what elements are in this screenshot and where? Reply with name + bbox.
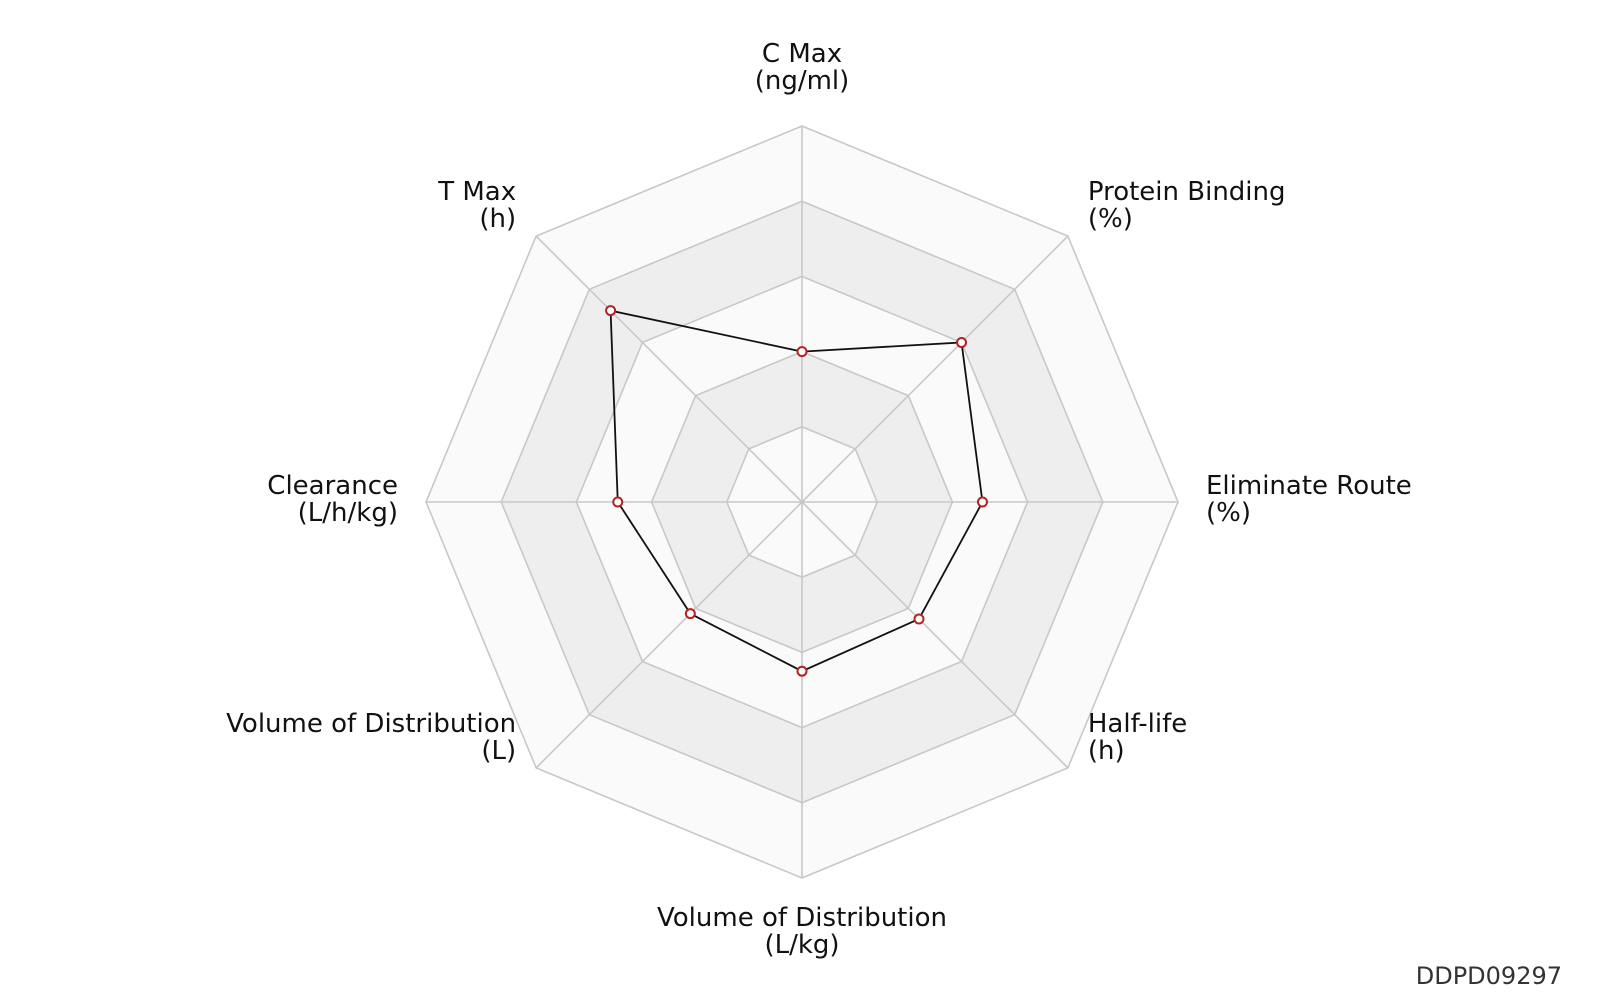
data-point-6 [612, 496, 624, 508]
axis-label-0: C Max (ng/ml) [755, 39, 850, 96]
radar-spoke-5 [535, 501, 803, 769]
data-point-0 [796, 346, 808, 358]
data-point-7 [605, 305, 617, 317]
axis-label-5: Volume of Distribution (L) [226, 709, 516, 766]
axis-label-2: Eliminate Route (%) [1206, 471, 1412, 528]
radar-spoke-3 [801, 501, 1069, 769]
radar-spokes [426, 126, 1178, 878]
axis-label-6: Clearance (L/h/kg) [267, 471, 398, 528]
axis-labels: C Max (ng/ml) Protein Binding (%) Eliminate … [226, 39, 1412, 960]
radar-spoke-1 [801, 235, 1069, 503]
data-point-2 [976, 496, 988, 508]
data-point-3 [913, 613, 925, 625]
axis-label-7: T Max (h) [437, 177, 516, 234]
chart-id-label: DDPD09297 [1415, 962, 1562, 990]
axis-label-4: Volume of Distribution (L/kg) [657, 903, 947, 960]
axis-label-1: Protein Binding (%) [1088, 177, 1286, 234]
radar-spoke-7 [535, 235, 803, 503]
data-point-5 [684, 608, 696, 620]
radar-points [605, 305, 988, 677]
axis-label-3: Half-life (h) [1088, 709, 1187, 766]
data-point-4 [796, 665, 808, 677]
data-point-1 [956, 336, 968, 348]
